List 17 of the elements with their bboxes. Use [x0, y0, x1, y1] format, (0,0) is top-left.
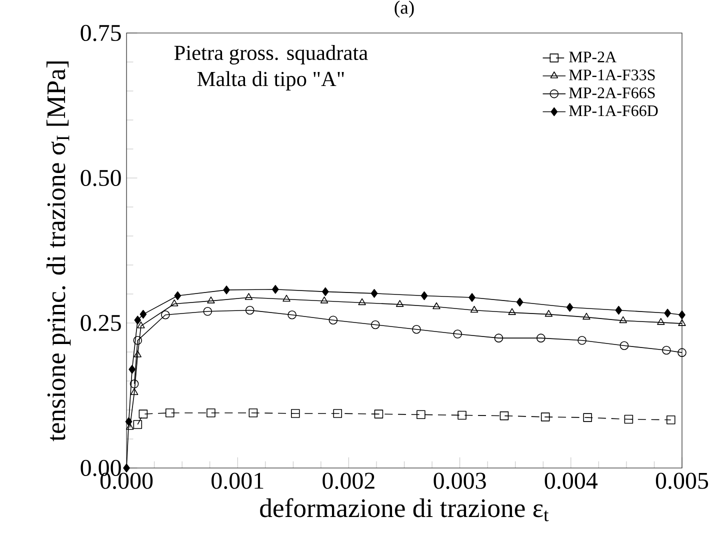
x-tick-label: 0.005: [656, 472, 708, 490]
y-tick-label: 0.50: [80, 170, 121, 186]
y-axis-title: tensione princ. di trazione σ$_{I}$ [MPa]: [46, 62, 71, 442]
legend-label: MP-2A: [569, 52, 616, 62]
x-tick-label: 0.002: [322, 472, 374, 490]
annotation: Pietra gross. squadrata: [174, 45, 368, 64]
y-tick-label: 0.25: [80, 314, 121, 332]
x-tick-label: 0.003: [434, 472, 486, 490]
legend-label: MP-1A-F66D: [569, 105, 658, 116]
x-tick-label: 0.004: [544, 472, 598, 490]
legend-label: MP-1A-F33S: [569, 70, 655, 80]
y-tick-label: 0.75: [80, 24, 121, 42]
annotation: Malta di tipo "A": [197, 71, 344, 91]
legend-label: MP-2A-F66S: [569, 87, 655, 98]
chart-title: (a): [394, 0, 414, 18]
x-tick-label: 0.001: [212, 472, 264, 490]
x-axis-title: deformazione di trazione ε$_{t}$: [260, 498, 549, 522]
